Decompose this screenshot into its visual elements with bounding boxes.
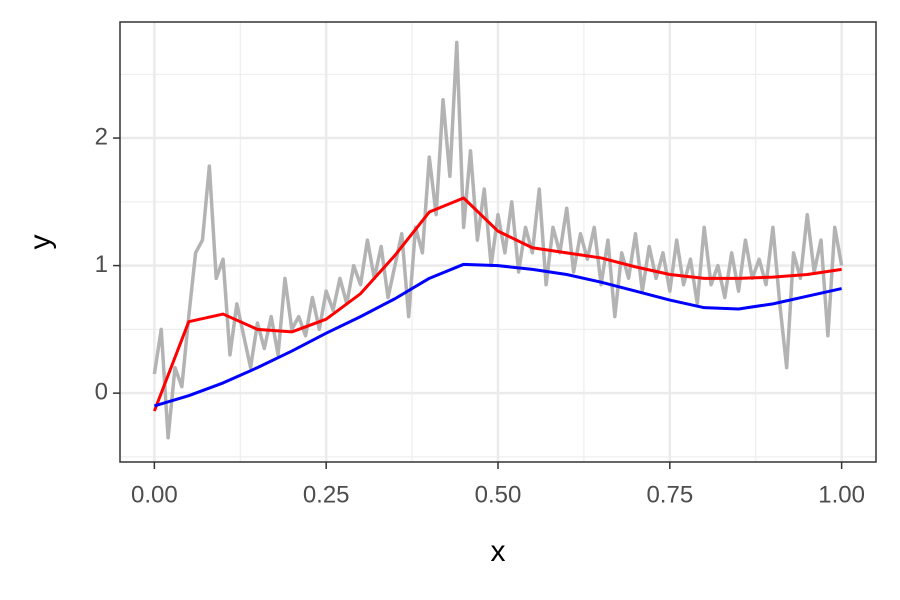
y-axis-title: y <box>24 235 57 250</box>
x-tick-label: 0.75 <box>646 481 693 508</box>
y-tick-label: 2 <box>95 123 108 150</box>
panel-border <box>119 21 877 463</box>
x-tick-label: 0.00 <box>131 481 178 508</box>
series-line <box>152 40 844 440</box>
series-line <box>152 196 842 412</box>
x-axis-title: x <box>491 535 506 568</box>
y-tick-label: 0 <box>95 378 108 405</box>
series-line <box>153 262 842 408</box>
y-tick-label: 1 <box>95 251 108 278</box>
x-tick-label: 0.50 <box>475 481 522 508</box>
x-tick-label: 1.00 <box>818 481 865 508</box>
x-tick-label: 0.25 <box>303 481 350 508</box>
